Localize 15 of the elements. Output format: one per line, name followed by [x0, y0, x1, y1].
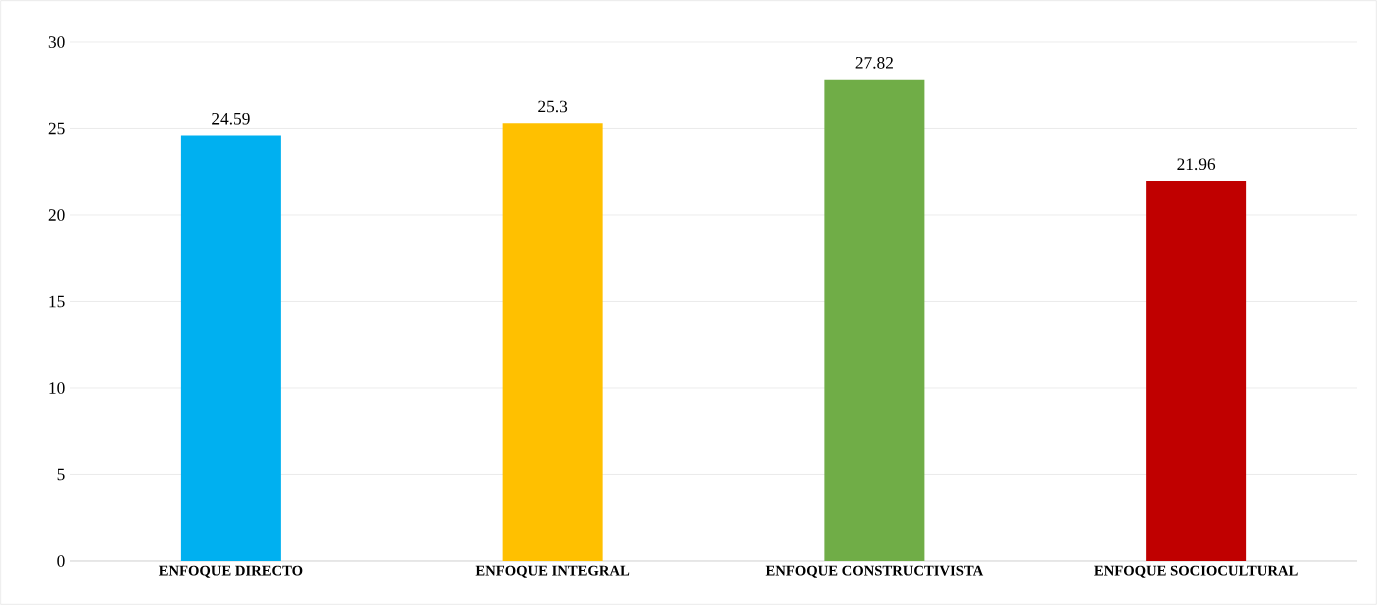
y-tick-label: 10: [49, 382, 65, 394]
y-tick-label: 25: [48, 122, 65, 135]
y-tick-label: 15: [49, 295, 65, 308]
data-label: 27.82: [855, 57, 893, 69]
x-tick-label: ENFOQUE DIRECTO: [158, 565, 303, 578]
y-tick-label: 30: [48, 36, 65, 48]
data-label: 25.3: [538, 100, 568, 113]
y-tick-label: 5: [57, 468, 65, 481]
x-tick-label: ENFOQUE INTEGRAL: [475, 565, 630, 578]
data-label: 24.59: [212, 112, 250, 125]
x-tick-label: ENFOQUE SOCIOCULTURAL: [1094, 565, 1298, 578]
data-label: 21.96: [1177, 158, 1216, 171]
y-tick-label: 20: [48, 209, 65, 221]
y-tick-label: 0: [57, 555, 65, 567]
x-tick-label: ENFOQUE CONSTRUCTIVISTA: [765, 565, 984, 578]
